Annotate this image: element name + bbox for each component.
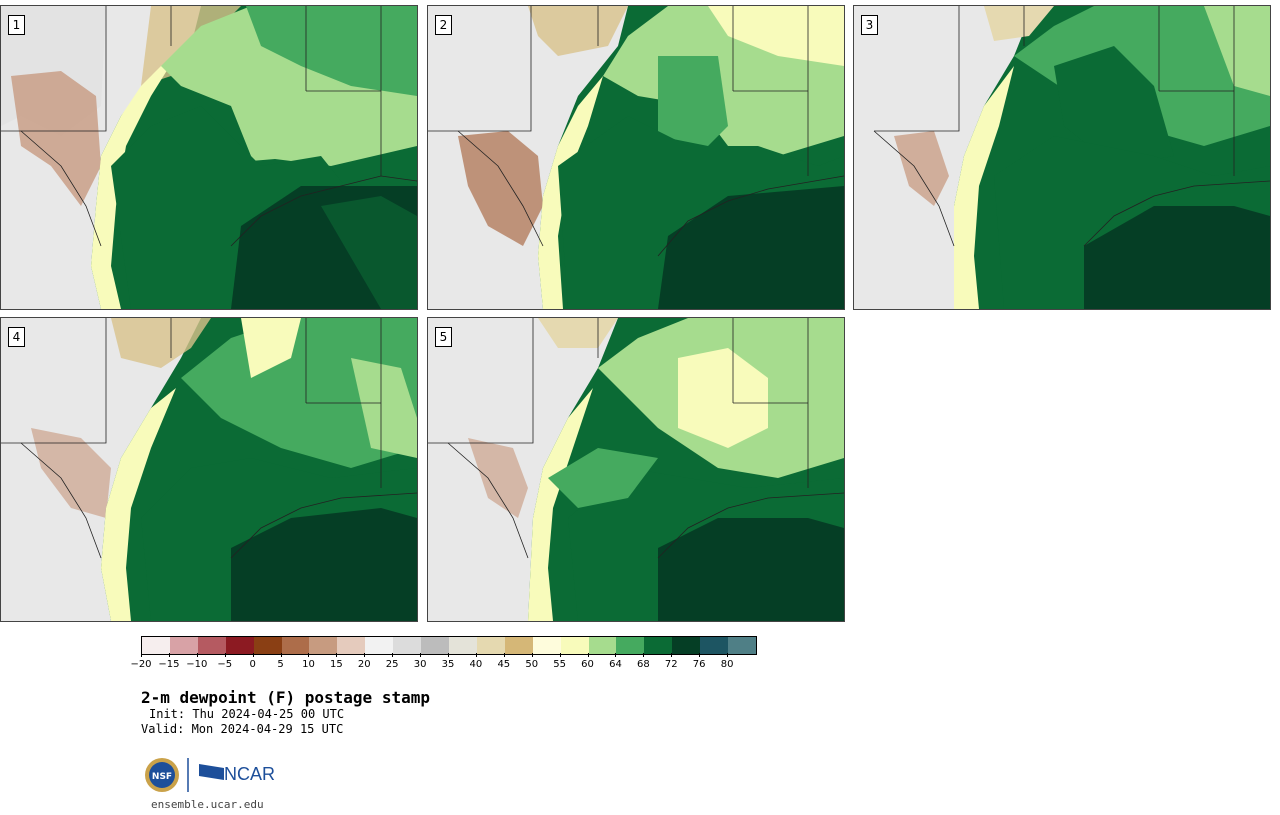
colorbar-tick	[503, 653, 505, 657]
colorbar-segment	[253, 637, 282, 654]
colorbar-tick	[671, 653, 673, 657]
valid-time: Valid: Mon 2024-04-29 15 UTC	[141, 722, 344, 736]
dewpoint-map-4	[1, 318, 417, 621]
colorbar-tick-label: 60	[581, 659, 594, 670]
stamp-label-2: 2	[435, 15, 452, 35]
colorbar-tick	[643, 653, 645, 657]
colorbar-tick-label: −15	[158, 659, 180, 670]
colorbar-tick	[392, 653, 394, 657]
stamp-panel-1: 1	[0, 5, 418, 310]
colorbar-tick	[559, 653, 561, 657]
stamp-label-3: 3	[861, 15, 878, 35]
colorbar-tick	[699, 653, 701, 657]
colorbar-segment	[588, 637, 617, 654]
dewpoint-map-3	[854, 6, 1270, 309]
chart-title: 2-m dewpoint (F) postage stamp	[141, 688, 430, 707]
colorbar-segment	[728, 637, 756, 654]
colorbar-tick	[224, 653, 226, 657]
colorbar-segment	[421, 637, 449, 654]
colorbar-tick-label: 0	[249, 659, 256, 670]
colorbar-segment	[644, 637, 673, 654]
colorbar	[141, 636, 757, 655]
colorbar-segment	[309, 637, 338, 654]
colorbar-tick-label: 55	[553, 659, 566, 670]
colorbar-segment	[560, 637, 589, 654]
colorbar-tick	[531, 653, 533, 657]
colorbar-tick	[727, 653, 729, 657]
colorbar-segment	[281, 637, 310, 654]
colorbar-tick	[280, 653, 282, 657]
colorbar-segment	[169, 637, 198, 654]
colorbar-tick-label: 5	[277, 659, 284, 670]
stamp-label-4: 4	[8, 327, 25, 347]
colorbar-segment	[365, 637, 394, 654]
colorbar-tick	[336, 653, 338, 657]
nsf-text: NSF	[152, 772, 172, 782]
colorbar-segment	[504, 637, 533, 654]
colorbar-tick-label: −5	[217, 659, 233, 670]
colorbar-tick-label: 20	[357, 659, 371, 670]
colorbar-segment	[532, 637, 561, 654]
colorbar-segment	[197, 637, 226, 654]
colorbar-tick-label: 80	[720, 659, 734, 670]
colorbar-tick	[448, 653, 449, 657]
colorbar-tick	[196, 653, 198, 657]
colorbar-tick	[308, 653, 310, 657]
colorbar-tick-label: 68	[636, 659, 650, 670]
site-url: ensemble.ucar.edu	[151, 798, 264, 811]
colorbar-segment	[393, 637, 422, 654]
colorbar-tick-label: 50	[525, 659, 539, 670]
colorbar-segment	[616, 637, 645, 654]
colorbar-tick-label: 64	[609, 659, 622, 670]
colorbar-tick-label: 40	[469, 659, 483, 670]
nsf-ncar-logo: NSF NCAR	[145, 758, 275, 792]
colorbar-tick	[475, 653, 477, 657]
colorbar-tick	[141, 653, 142, 657]
colorbar-tick-label: 45	[497, 659, 511, 670]
stamp-panel-4: 4	[0, 317, 418, 622]
colorbar-segment	[672, 637, 701, 654]
ncar-text: NCAR	[224, 764, 275, 784]
colorbar-segment	[700, 637, 729, 654]
colorbar-tick	[168, 653, 170, 657]
logos: NSF NCAR	[144, 756, 284, 796]
stamp-label-1: 1	[8, 15, 25, 35]
init-time: Init: Thu 2024-04-25 00 UTC	[149, 707, 345, 721]
colorbar-tick	[587, 653, 589, 657]
colorbar-tick-label: 72	[664, 659, 678, 670]
stamp-panel-3: 3	[853, 5, 1271, 310]
dewpoint-map-2	[428, 6, 844, 309]
dewpoint-map-5	[428, 318, 844, 621]
colorbar-ticks: −20 −15 −10 −5 0 5 10 15 20 25 30 35 40 45 50 55 60 64 68 7…	[130, 653, 757, 675]
colorbar-tick-label: −20	[130, 659, 152, 670]
colorbar-tick-label: 15	[329, 659, 343, 670]
colorbar-segment	[448, 637, 477, 654]
colorbar-tick-label: 25	[385, 659, 399, 670]
stamp-panel-5: 5	[427, 317, 845, 622]
colorbar-segment	[476, 637, 505, 654]
colorbar-segment	[225, 637, 254, 654]
colorbar-segment	[142, 637, 170, 654]
colorbar-segment	[337, 637, 366, 654]
colorbar-tick-label: 30	[413, 659, 427, 670]
stamp-label-5: 5	[435, 327, 452, 347]
colorbar-tick-label: 76	[692, 659, 706, 670]
colorbar-tick	[420, 653, 422, 657]
colorbar-tick-label: −10	[186, 659, 208, 670]
stamp-panel-2: 2	[427, 5, 845, 310]
colorbar-tick	[252, 653, 254, 657]
colorbar-tick-label: 35	[441, 659, 455, 670]
colorbar-tick	[615, 653, 617, 657]
colorbar-tick-label: 10	[302, 659, 315, 670]
dewpoint-map-1	[1, 6, 417, 309]
colorbar-tick	[364, 653, 366, 657]
